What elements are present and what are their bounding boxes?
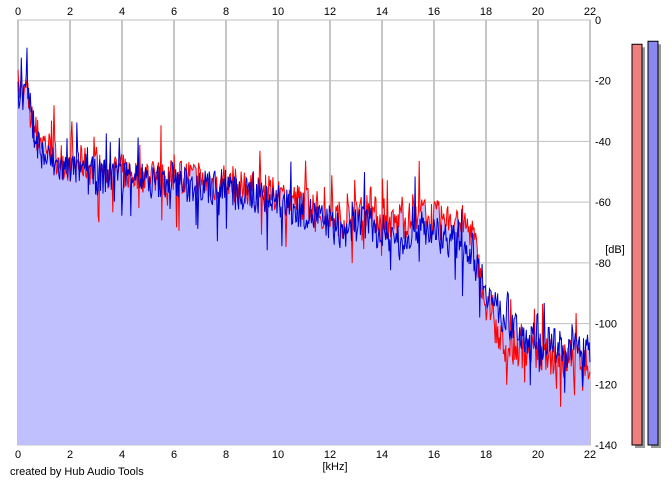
y-tick-labels: 0 -20 -40 -60 -80 -100 -120 -140: [595, 15, 617, 452]
x-tick-label-bottom: 22: [584, 449, 596, 461]
series-right-line: [17, 47, 591, 393]
y-tick-label: -40: [595, 136, 611, 148]
x-tick-label-top: 6: [171, 6, 177, 18]
x-tick-label-bottom: 10: [272, 449, 284, 461]
x-tick-labels-bottom: 0 2 4 6 8 10 12 14 16 18 20 22: [15, 449, 596, 461]
meter-left-bar: [631, 43, 643, 446]
x-tick-label-bottom: 12: [324, 449, 336, 461]
y-tick-label: -120: [595, 379, 617, 391]
credit-text: created by Hub Audio Tools: [10, 466, 144, 478]
x-tick-label-top: 22: [584, 6, 596, 18]
x-tick-labels-top: 0 2 4 6 8 10 12 14 16 18 20 22: [15, 6, 596, 18]
x-tick-label-top: 20: [532, 6, 544, 18]
y-tick-label: -60: [595, 197, 611, 209]
x-tick-label-top: 12: [324, 6, 336, 18]
x-tick-label-bottom: 0: [15, 449, 21, 461]
y-tick-label: 0: [595, 15, 601, 27]
level-meters: [631, 40, 661, 449]
x-axis-label: [kHz]: [322, 461, 347, 473]
y-tick-label: -140: [595, 440, 617, 452]
y-axis-label: [dB]: [605, 244, 625, 256]
x-tick-label-bottom: 20: [532, 449, 544, 461]
x-tick-label-top: 18: [480, 6, 492, 18]
x-tick-label-bottom: 16: [428, 449, 440, 461]
x-tick-label-top: 2: [67, 6, 73, 18]
x-tick-label-top: 4: [119, 6, 125, 18]
x-tick-label-bottom: 6: [171, 449, 177, 461]
x-tick-label-bottom: 8: [223, 449, 229, 461]
y-tick-label: -20: [595, 76, 611, 88]
x-tick-label-bottom: 14: [376, 449, 388, 461]
x-tick-label-top: 16: [428, 6, 440, 18]
x-tick-label-top: 10: [272, 6, 284, 18]
y-tick-label: -80: [595, 258, 611, 270]
x-tick-label-top: 14: [376, 6, 388, 18]
x-tick-label-top: 8: [223, 6, 229, 18]
y-tick-label: -100: [595, 319, 617, 331]
meter-right-bar: [647, 40, 659, 446]
x-tick-label-bottom: 18: [480, 449, 492, 461]
x-tick-label-top: 0: [15, 6, 21, 18]
x-tick-label-bottom: 4: [119, 449, 125, 461]
x-tick-label-bottom: 2: [67, 449, 73, 461]
